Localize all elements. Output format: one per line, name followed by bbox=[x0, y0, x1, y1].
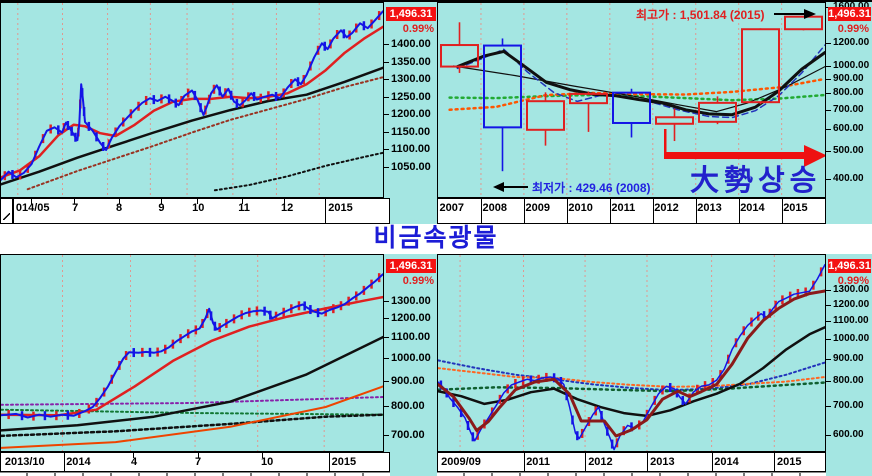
weekly-chart-canvas bbox=[1, 255, 383, 451]
instrument-title: 비금속광물 bbox=[373, 223, 499, 252]
monthly-price-axis: 1,496.31 0.99% 1300.00 1200.00 1100.00 1000… bbox=[826, 254, 872, 452]
weekly-x-axis: 2013/10 2014 4 7 10 2015 bbox=[0, 452, 390, 472]
yearly-chart-canvas bbox=[440, 3, 825, 197]
weekly-change-badge: 0.99% bbox=[402, 275, 434, 287]
yearly-change-badge: 0.99% bbox=[837, 23, 869, 35]
weekly-price-axis: 1,496.31 0.99% 1300.00 1200.00 1100.00 1000… bbox=[384, 254, 437, 452]
weekly-plot[interactable] bbox=[0, 254, 384, 452]
corner-pen-icon[interactable] bbox=[0, 198, 13, 224]
yearly-price-badge: 1,496.31 bbox=[828, 7, 871, 21]
yearly-x-axis: 2007 2008 2009 2010 2011 2012 2013 2014 2015 bbox=[437, 198, 826, 224]
monthly-change-badge: 0.99% bbox=[837, 275, 869, 287]
weekly-scrollbar[interactable] bbox=[0, 472, 390, 476]
yearly-price-axis: 1,496.31 0.99% 1600.001200.001000.00900.… bbox=[826, 2, 872, 198]
daily-x-axis: 014/05 7 8 9 10 11 12 2015 bbox=[13, 198, 390, 224]
daily-chart-canvas bbox=[1, 3, 383, 197]
monthly-chart-canvas bbox=[438, 255, 825, 451]
weekly-price-badge: 1,496.31 bbox=[386, 259, 436, 273]
monthly-x-axis: 2009/09 2011 2012 2013 2014 2015 bbox=[437, 452, 826, 472]
yearly-plot[interactable]: 최고가 : 1,501.84 (2015) 최저가 : 429.46 (2008… bbox=[437, 2, 826, 198]
daily-plot[interactable] bbox=[0, 2, 384, 198]
monthly-plot[interactable] bbox=[437, 254, 826, 452]
daily-price-axis: 1,496.31 0.99% 1400.00 1350.00 1300.00 1250… bbox=[384, 2, 437, 198]
daily-change-badge: 0.99% bbox=[402, 23, 434, 35]
daily-price-badge: 1,496.31 bbox=[386, 7, 436, 21]
title-band: 비금속광물 bbox=[0, 224, 872, 254]
monthly-scrollbar[interactable] bbox=[437, 472, 826, 476]
monthly-price-badge: 1,496.31 bbox=[828, 259, 871, 273]
